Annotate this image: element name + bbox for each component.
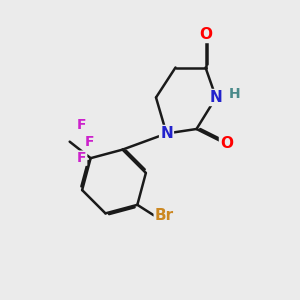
Text: N: N [210,90,222,105]
Text: F: F [77,151,87,165]
Text: Br: Br [155,208,174,223]
Text: H: H [229,87,240,101]
Text: O: O [220,136,233,152]
Text: N: N [160,126,173,141]
Text: O: O [199,27,212,42]
Text: F: F [85,135,94,149]
Text: F: F [77,118,87,132]
